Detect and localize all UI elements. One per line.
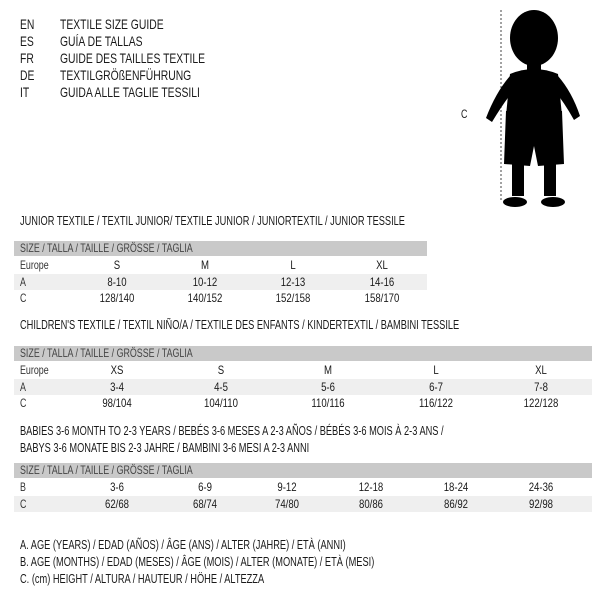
row-label: C bbox=[20, 396, 27, 410]
table-cell: 3-4 bbox=[110, 379, 124, 394]
guide-title: GUÍA DE TALLAS bbox=[60, 33, 143, 49]
table-cell: 110/116 bbox=[311, 396, 345, 410]
size-header-band bbox=[14, 346, 592, 361]
legend-item: B. AGE (MONTHS) / EDAD (MESES) / ÂGE (MO… bbox=[20, 555, 375, 569]
table-cell: 6-9 bbox=[198, 480, 212, 494]
child-silhouette-icon bbox=[486, 10, 580, 207]
section-title: JUNIOR TEXTILE / TEXTIL JUNIOR/ TEXTILE … bbox=[20, 214, 405, 228]
table-cell: 68/74 bbox=[192, 496, 218, 511]
language-code: FR bbox=[20, 50, 34, 66]
table-cell: 5-6 bbox=[321, 379, 335, 394]
table-cell: S bbox=[217, 363, 225, 377]
table-cell: L bbox=[433, 363, 439, 377]
row-label: A bbox=[20, 379, 26, 394]
table-cell: S bbox=[113, 258, 121, 272]
legend-item: A. AGE (YEARS) / EDAD (AÑOS) / ÂGE (ANS)… bbox=[20, 538, 346, 552]
table-cell: XL bbox=[376, 258, 388, 272]
table-cell: 12-18 bbox=[358, 480, 384, 494]
row-label: C bbox=[20, 291, 27, 305]
table-cell: XS bbox=[110, 363, 124, 377]
size-header-band bbox=[14, 241, 427, 256]
table-cell: 92/98 bbox=[528, 496, 554, 511]
section-title: BABIES 3-6 MONTH TO 2-3 YEARS / BEBÉS 3-… bbox=[20, 424, 444, 438]
section-title: BABYS 3-6 MONATE BIS 2-3 JAHRE / BAMBINI… bbox=[20, 441, 310, 455]
table-cell: M bbox=[324, 363, 332, 377]
row-label: Europe bbox=[20, 363, 49, 377]
child-silhouette-figure bbox=[486, 10, 580, 207]
language-code: ES bbox=[20, 33, 34, 49]
table-cell: 62/68 bbox=[104, 496, 130, 511]
table-cell: 152/158 bbox=[275, 291, 311, 305]
table-cell: 86/92 bbox=[443, 496, 469, 511]
size-header-band bbox=[14, 463, 592, 478]
table-cell: 104/110 bbox=[204, 396, 238, 410]
table-cell: 80/86 bbox=[358, 496, 384, 511]
shaded-row-band bbox=[14, 378, 592, 395]
guide-title: GUIDE DES TAILLES TEXTILE bbox=[60, 50, 206, 66]
guide-title: GUIDA ALLE TAGLIE TESSILI bbox=[60, 84, 200, 100]
table-cell: 10-12 bbox=[192, 274, 218, 289]
shaded-row-band bbox=[14, 495, 592, 512]
table-cell: 12-13 bbox=[280, 274, 306, 289]
guide-title: TEXTILGRÖßENFÜHRUNG bbox=[60, 67, 192, 83]
table-cell: 7-8 bbox=[534, 379, 548, 394]
table-cell: 128/140 bbox=[99, 291, 135, 305]
table-cell: 14-16 bbox=[369, 274, 395, 289]
guide-title: TEXTILE SIZE GUIDE bbox=[60, 16, 164, 32]
table-cell: 116/122 bbox=[419, 396, 453, 410]
legend-item: C. (cm) HEIGHT / ALTURA / HAUTEUR / HÖHE… bbox=[20, 572, 265, 586]
table-cell: XL bbox=[535, 363, 547, 377]
shaded-row-band bbox=[14, 273, 427, 290]
table-cell: M bbox=[201, 258, 209, 272]
table-cell: L bbox=[290, 258, 296, 272]
figure-label: C bbox=[461, 107, 468, 121]
table-cell: 122/128 bbox=[523, 396, 559, 410]
row-label: Europe bbox=[20, 258, 49, 272]
size-header: SIZE / TALLA / TAILLE / GRÖSSE / TAGLIA bbox=[20, 346, 193, 360]
table-cell: 9-12 bbox=[277, 480, 297, 494]
row-label: A bbox=[20, 274, 26, 289]
table-cell: 74/80 bbox=[274, 496, 300, 511]
language-code: EN bbox=[20, 16, 35, 32]
size-header: SIZE / TALLA / TAILLE / GRÖSSE / TAGLIA bbox=[20, 241, 193, 255]
table-cell: 3-6 bbox=[110, 480, 124, 494]
table-cell: 8-10 bbox=[107, 274, 127, 289]
row-label: C bbox=[20, 496, 27, 511]
size-header: SIZE / TALLA / TAILLE / GRÖSSE / TAGLIA bbox=[20, 463, 193, 477]
language-code: DE bbox=[20, 67, 35, 83]
language-code: IT bbox=[20, 84, 30, 100]
table-cell: 4-5 bbox=[214, 379, 228, 394]
section-title: CHILDREN'S TEXTILE / TEXTIL NIÑO/A / TEX… bbox=[20, 318, 460, 332]
row-label: B bbox=[20, 480, 26, 494]
table-cell: 98/104 bbox=[102, 396, 132, 410]
table-cell: 18-24 bbox=[443, 480, 469, 494]
table-cell: 158/170 bbox=[364, 291, 400, 305]
table-cell: 140/152 bbox=[187, 291, 223, 305]
table-cell: 24-36 bbox=[528, 480, 554, 494]
table-cell: 6-7 bbox=[429, 379, 443, 394]
